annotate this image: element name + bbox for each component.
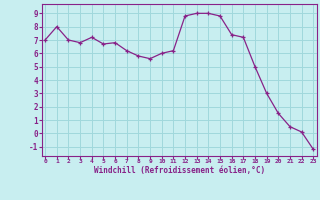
X-axis label: Windchill (Refroidissement éolien,°C): Windchill (Refroidissement éolien,°C) <box>94 166 265 175</box>
